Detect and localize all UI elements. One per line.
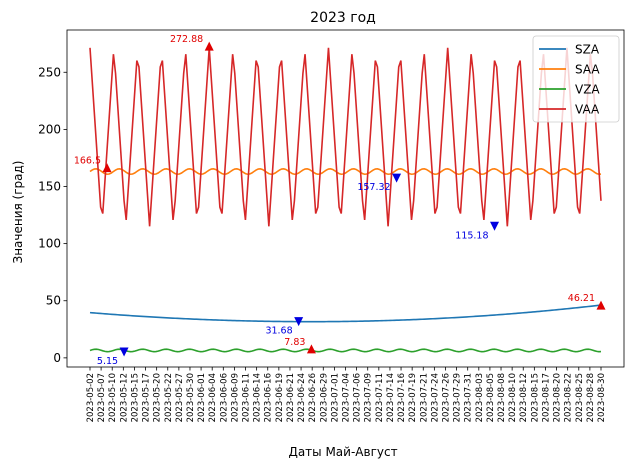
x-axis: 2023-05-02 2023-05-07 2023-05-10 2023-05-12… xyxy=(86,367,607,422)
x-tick-label: 2023-07-26 xyxy=(441,373,451,422)
x-tick-label: 2023-07-31 xyxy=(464,373,474,422)
x-tick-label: 2023-06-11 xyxy=(242,373,252,422)
annotation-marker-min xyxy=(490,221,500,231)
x-tick-label: 2023-08-28 xyxy=(586,373,596,422)
annotation-marker-max xyxy=(306,344,316,354)
annotation-label: 31.68 xyxy=(265,326,292,337)
x-tick-label: 2023-06-26 xyxy=(308,373,318,422)
annotation-label: 157.32 xyxy=(357,182,390,193)
series-line-sza xyxy=(89,304,602,323)
x-tick-label: 2023-06-04 xyxy=(208,373,218,422)
x-tick-label: 2023-07-06 xyxy=(353,373,363,422)
plot-area xyxy=(89,47,602,353)
x-tick-label: 2023-08-17 xyxy=(541,373,551,422)
annotation-marker-min xyxy=(119,347,129,357)
legend-label-saa: SAA xyxy=(575,63,600,77)
x-tick-label: 2023-06-14 xyxy=(253,373,263,422)
annotation-label: 46.21 xyxy=(568,293,595,304)
series-line-vza xyxy=(89,348,602,353)
y-axis: 0 50 100 150 200 250 xyxy=(38,65,67,365)
annotation-marker-max xyxy=(204,41,214,51)
x-tick-label: 2023-07-11 xyxy=(375,373,385,422)
x-tick-label: 2023-05-15 xyxy=(130,373,140,422)
annotation-marker-min xyxy=(392,173,402,183)
x-tick-label: 2023-05-02 xyxy=(86,373,96,422)
x-tick-label: 2023-06-24 xyxy=(297,373,307,422)
series-line-saa xyxy=(89,167,602,176)
x-tick-label: 2023-08-22 xyxy=(564,373,574,422)
annotation-marker-max xyxy=(596,300,606,310)
x-tick-label: 2023-05-10 xyxy=(108,373,118,422)
x-tick-label: 2023-08-15 xyxy=(530,373,540,422)
annotation-label: 272.88 xyxy=(170,34,203,45)
y-tick-label: 50 xyxy=(46,294,61,308)
annotation-marker-min xyxy=(294,317,304,327)
x-tick-label: 2023-08-08 xyxy=(497,373,507,422)
x-tick-label: 2023-05-17 xyxy=(142,373,152,422)
x-tick-label: 2023-08-10 xyxy=(508,373,518,422)
x-tick-label: 2023-05-22 xyxy=(164,373,174,422)
x-tick-label: 2023-07-04 xyxy=(342,373,352,422)
annotation-label: 7.83 xyxy=(284,337,305,348)
legend-label-vza: VZA xyxy=(575,83,600,97)
x-tick-label: 2023-05-30 xyxy=(186,373,196,422)
x-tick-label: 2023-06-21 xyxy=(286,373,296,422)
legend-box xyxy=(532,35,620,123)
legend-label-vaa: VAA xyxy=(575,103,600,117)
x-tick-label: 2023-05-27 xyxy=(175,373,185,422)
x-tick-label: 2023-08-30 xyxy=(597,373,607,422)
annotation-marker-max xyxy=(102,163,112,173)
x-tick-label: 2023-06-06 xyxy=(219,373,229,422)
y-tick-label: 200 xyxy=(38,122,61,136)
y-tick-label: 150 xyxy=(38,180,61,194)
x-tick-label: 2023-07-14 xyxy=(386,373,396,422)
x-tick-label: 2023-08-25 xyxy=(575,373,585,422)
series-line-vaa xyxy=(89,47,602,227)
x-tick-label: 2023-06-01 xyxy=(197,373,207,422)
x-tick-label: 2023-05-07 xyxy=(97,373,107,422)
x-tick-label: 2023-07-01 xyxy=(330,373,340,422)
x-tick-label: 2023-08-20 xyxy=(553,373,563,422)
x-tick-label: 2023-07-21 xyxy=(419,373,429,422)
x-tick-label: 2023-08-03 xyxy=(475,373,485,422)
y-tick-label: 100 xyxy=(38,237,61,251)
annotation-label: 115.18 xyxy=(455,230,488,241)
annotation-label: 166.5 xyxy=(74,156,101,167)
legend: SZA SAA VZA VAA xyxy=(532,35,620,123)
y-tick-label: 250 xyxy=(38,65,61,79)
annotation-label: 5.15 xyxy=(97,356,118,367)
y-tick-label: 0 xyxy=(53,351,61,365)
x-tick-label: 2023-06-29 xyxy=(319,373,329,422)
x-tick-label: 2023-08-12 xyxy=(519,373,529,422)
x-tick-label: 2023-05-20 xyxy=(153,373,163,422)
x-tick-label: 2023-05-12 xyxy=(119,373,129,422)
x-tick-label: 2023-07-24 xyxy=(430,373,440,422)
legend-label-sza: SZA xyxy=(575,43,600,57)
x-tick-label: 2023-07-29 xyxy=(453,373,463,422)
x-tick-label: 2023-06-16 xyxy=(264,373,274,422)
x-tick-label: 2023-07-19 xyxy=(408,373,418,422)
chart-title: 2023 год xyxy=(310,10,376,26)
x-tick-label: 2023-07-16 xyxy=(397,373,407,422)
x-tick-label: 2023-06-19 xyxy=(275,373,285,422)
x-tick-label: 2023-07-09 xyxy=(364,373,374,422)
x-tick-label: 2023-08-05 xyxy=(486,373,496,422)
y-axis-label: Значения (град) xyxy=(11,161,25,264)
annotations: 272.88 166.5 157.32 115.18 31.68 46.21 7.83 5.1… xyxy=(74,34,606,367)
x-axis-label: Даты Май-Август xyxy=(288,445,397,459)
x-tick-label: 2023-06-09 xyxy=(230,373,240,422)
